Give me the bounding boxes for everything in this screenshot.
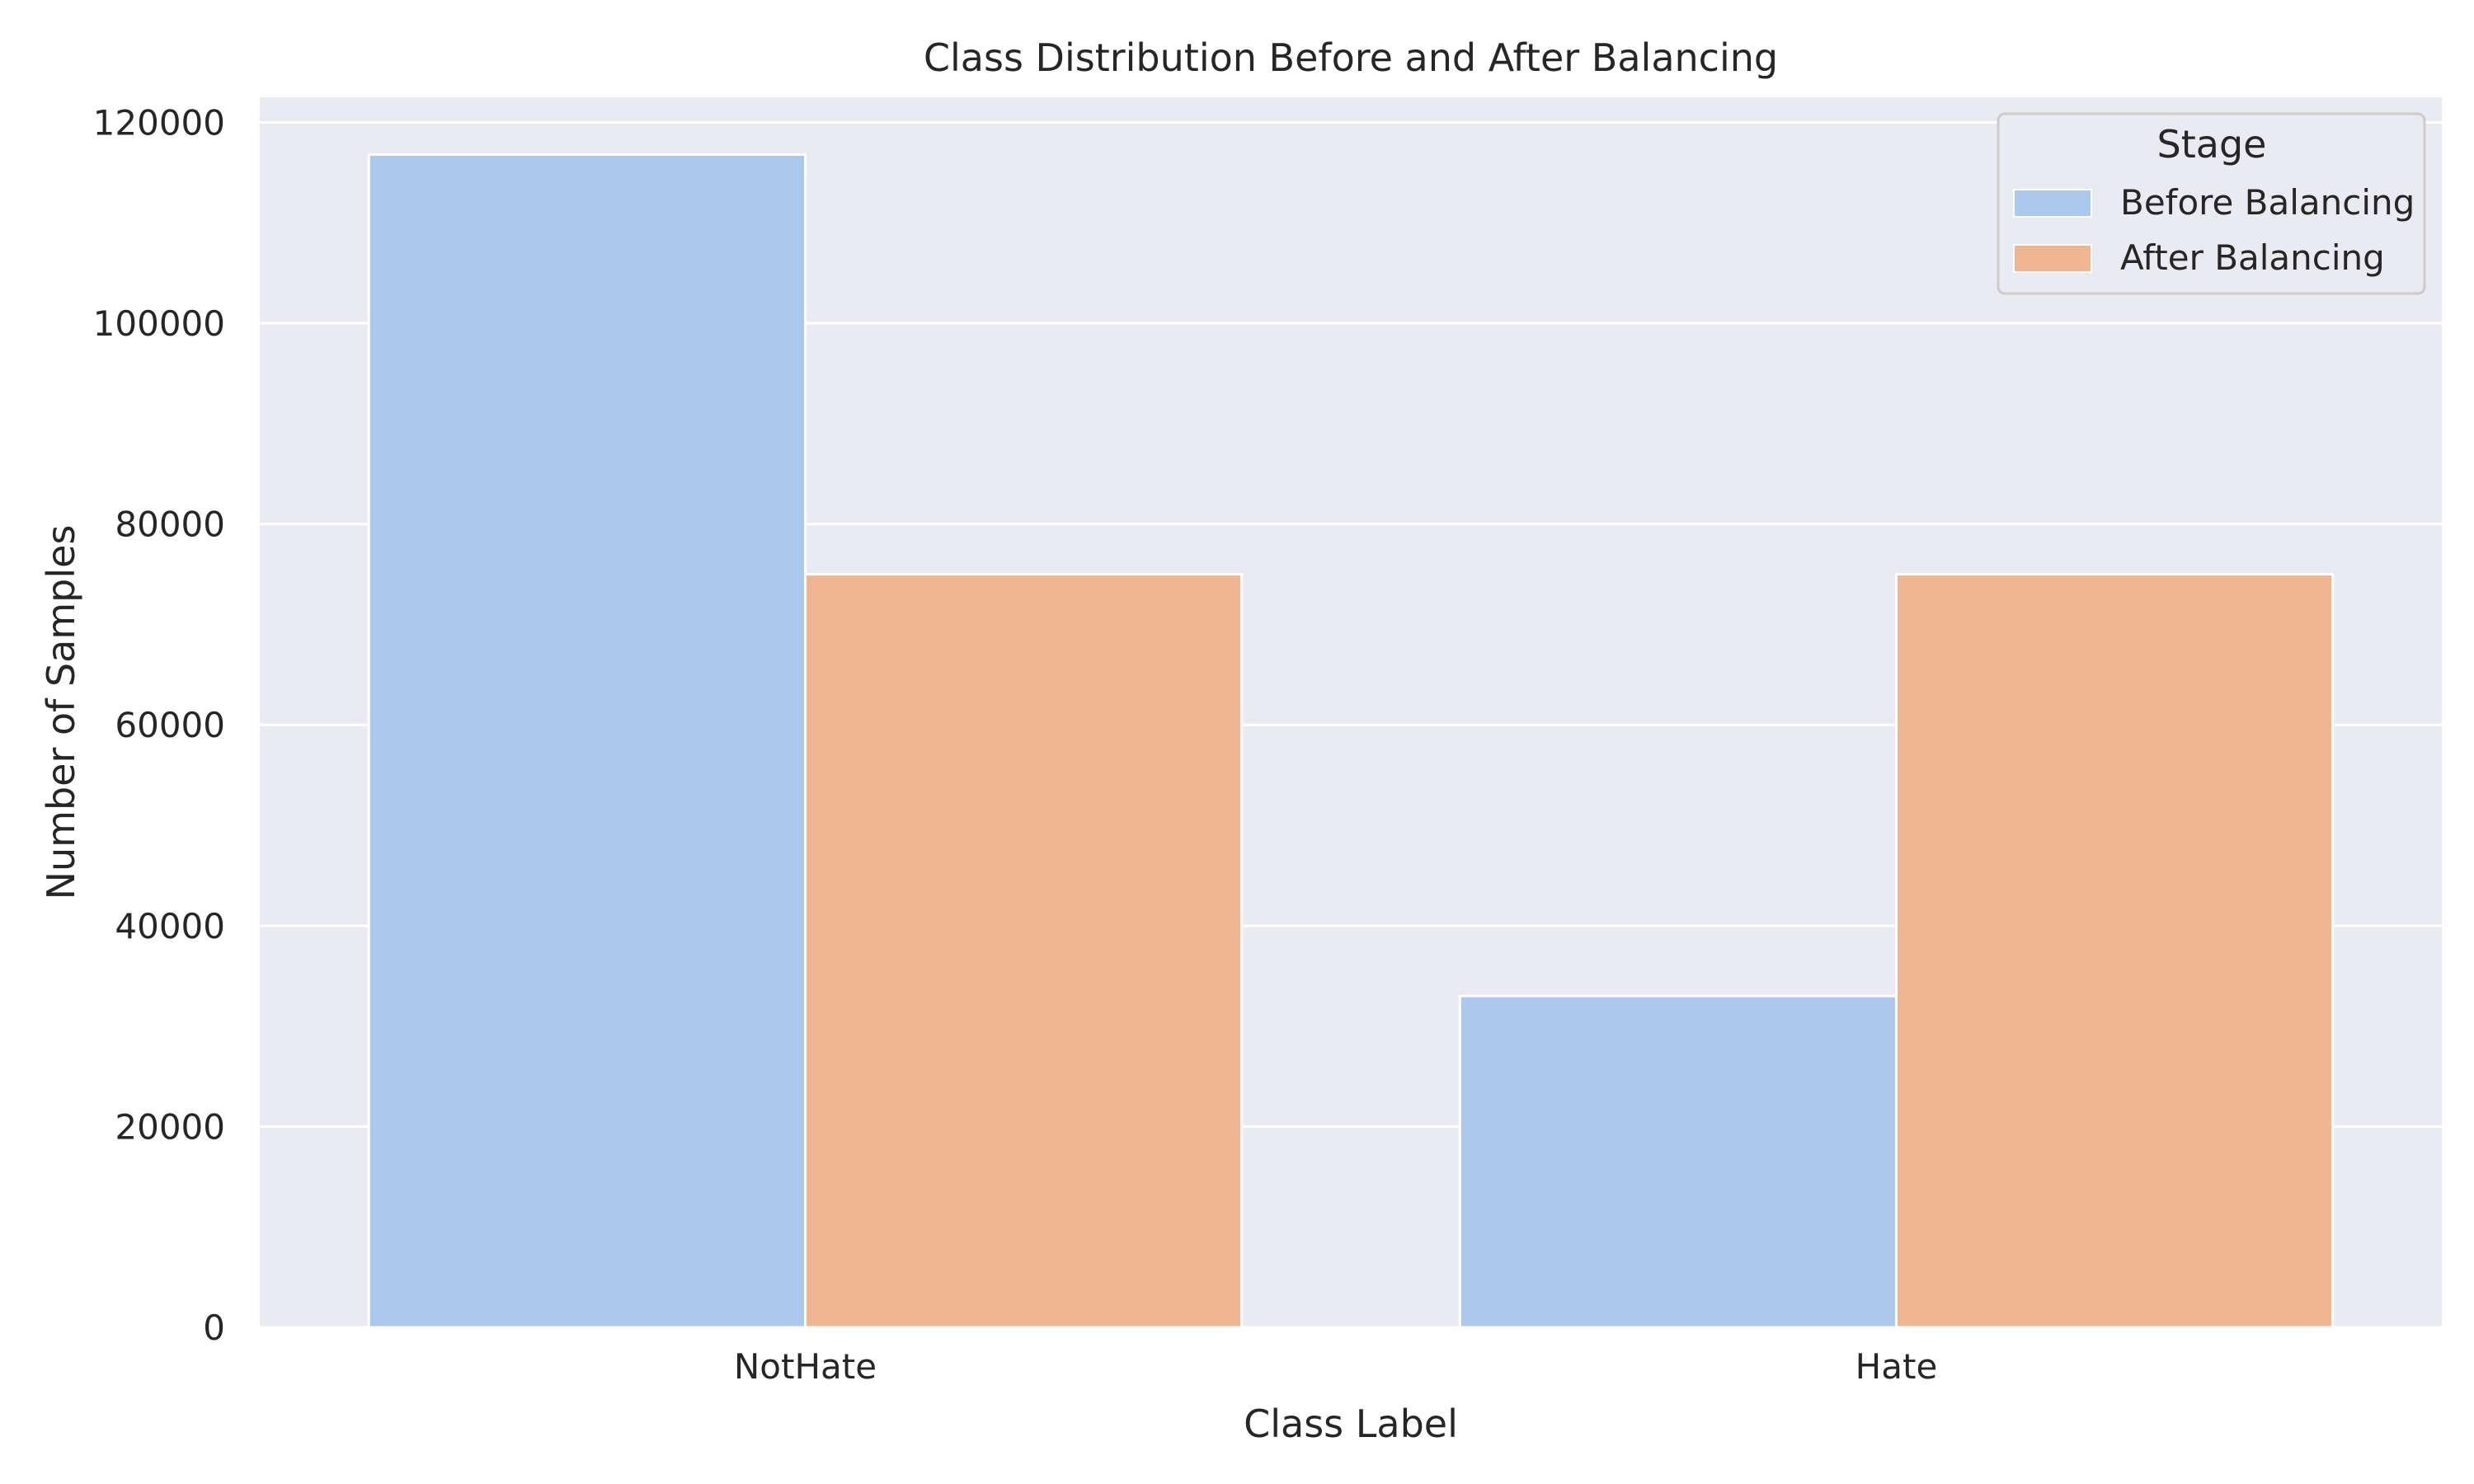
x-axis-label: Class Label bbox=[1244, 1402, 1458, 1446]
y-axis-label: Number of Samples bbox=[39, 525, 83, 900]
bar-nothate-before bbox=[367, 153, 807, 1329]
y-tick-label: 120000 bbox=[93, 102, 225, 143]
legend: Stage Before Balancing After Balancing bbox=[1997, 112, 2426, 295]
legend-title: Stage bbox=[2157, 122, 2267, 167]
y-tick-label: 40000 bbox=[115, 906, 225, 946]
y-tick-labels: 0 20000 40000 60000 80000 100000 120000 bbox=[93, 102, 225, 1348]
legend-swatch-after bbox=[2013, 244, 2092, 273]
legend-box bbox=[1997, 112, 2426, 295]
legend-label-after: After Balancing bbox=[2120, 237, 2385, 278]
legend-label-before: Before Balancing bbox=[2120, 182, 2415, 223]
bars bbox=[367, 153, 2335, 1329]
legend-swatch-before bbox=[2013, 189, 2092, 218]
x-tick-label: Hate bbox=[1856, 1346, 1938, 1387]
chart-title: Class Distribution Before and After Bala… bbox=[924, 35, 1778, 80]
y-tick-label: 20000 bbox=[115, 1106, 225, 1147]
y-tick-label: 100000 bbox=[93, 303, 225, 344]
y-tick-label: 60000 bbox=[115, 705, 225, 745]
y-tick-label: 80000 bbox=[115, 505, 225, 545]
bar-hate-after bbox=[1895, 573, 2335, 1329]
y-tick-label: 0 bbox=[203, 1308, 225, 1348]
x-tick-labels: NotHate Hate bbox=[734, 1346, 1937, 1387]
bar-nothate-after bbox=[804, 573, 1244, 1329]
x-tick-label: NotHate bbox=[734, 1346, 877, 1387]
bar-hate-before bbox=[1458, 994, 1898, 1329]
